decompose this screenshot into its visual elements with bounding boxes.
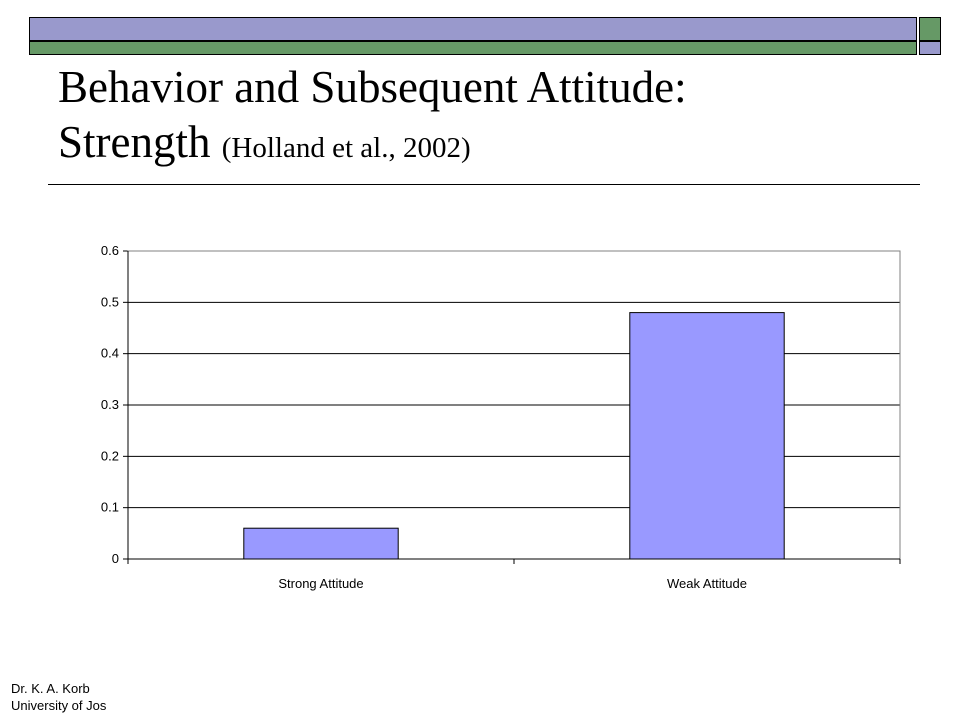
y-tick-label: 0.5 — [101, 294, 119, 309]
header-bar-top-right — [919, 17, 941, 41]
title-underline — [48, 184, 920, 185]
x-tick-label: Strong Attitude — [278, 576, 363, 591]
y-tick-label: 0.6 — [101, 243, 119, 258]
header-bar-bottom-left — [29, 41, 917, 55]
y-tick-label: 0.1 — [101, 500, 119, 515]
bar — [629, 312, 785, 560]
title-line-1: Behavior and Subsequent Attitude: — [58, 62, 687, 112]
slide-title: Behavior and Subsequent Attitude: Streng… — [58, 60, 938, 176]
y-axis-label: Beta — [66, 389, 82, 420]
y-tick-label: 0 — [112, 551, 119, 566]
footer-institution: University of Jos — [11, 698, 107, 713]
x-tick-label: Weak Attitude — [667, 576, 747, 591]
title-citation: (Holland et al., 2002) — [221, 132, 471, 164]
y-tick-label: 0.3 — [101, 397, 119, 412]
y-tick-label: 0.2 — [101, 448, 119, 463]
header-bar-top-left — [29, 17, 917, 41]
header-bar-bottom-right — [919, 41, 941, 55]
title-strength: Strength — [58, 117, 211, 167]
footer-credit: Dr. K. A. Korb University of Jos — [11, 680, 106, 714]
title-line-2: Strength (Holland et al., 2002) — [58, 115, 938, 176]
y-tick-label: 0.4 — [101, 346, 119, 361]
bar — [243, 527, 399, 560]
footer-author: Dr. K. A. Korb — [11, 681, 90, 696]
